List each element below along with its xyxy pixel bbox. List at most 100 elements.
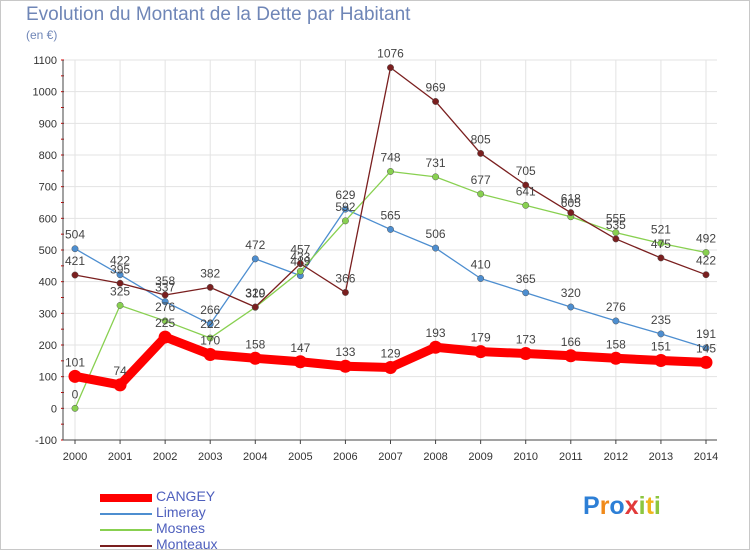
- data-label-cangey: 133: [335, 345, 355, 359]
- y-tick-label: 600: [39, 213, 57, 225]
- data-label-monteaux: 969: [426, 80, 446, 94]
- data-point-mosnes: [477, 190, 485, 198]
- logo-letter: t: [645, 492, 654, 520]
- data-point-limeray: [387, 225, 394, 233]
- data-point-cangey: [699, 355, 713, 369]
- data-label-cangey: 170: [200, 334, 220, 348]
- data-point-cangey: [293, 355, 307, 369]
- data-label-cangey: 101: [65, 355, 85, 369]
- data-label-limeray: 337: [155, 281, 175, 295]
- data-point-monteaux: [657, 254, 665, 262]
- data-label-cangey: 151: [651, 340, 671, 354]
- data-label-cangey: 158: [245, 337, 265, 351]
- data-label-monteaux: 421: [65, 254, 85, 268]
- data-label-monteaux: 366: [335, 271, 355, 285]
- data-label-limeray: 365: [516, 272, 536, 286]
- data-label-limeray: 266: [200, 303, 220, 317]
- data-label-cangey: 145: [696, 341, 716, 355]
- data-label-monteaux: 805: [471, 132, 491, 146]
- data-point-mosnes: [116, 301, 124, 309]
- data-label-limeray: 565: [380, 208, 400, 222]
- logo-letter: r: [599, 492, 610, 520]
- data-label-monteaux: 358: [155, 274, 175, 288]
- y-tick-label: 700: [39, 182, 57, 194]
- data-label-monteaux: 1076: [377, 47, 404, 61]
- data-label-monteaux: 705: [516, 164, 536, 178]
- data-label-mosnes: 276: [155, 300, 175, 314]
- data-label-mosnes: 521: [651, 222, 671, 236]
- data-label-limeray: 191: [696, 327, 716, 341]
- x-tick-label: 2002: [153, 451, 177, 463]
- y-tick-label: -100: [35, 435, 57, 447]
- legend-label: Mosnes: [156, 520, 206, 536]
- x-tick-label: 2001: [108, 451, 132, 463]
- data-point-limeray: [567, 303, 575, 311]
- data-label-monteaux: 457: [290, 243, 310, 257]
- data-label-cangey: 166: [561, 335, 581, 349]
- data-point-mosnes: [206, 334, 214, 342]
- data-point-monteaux: [567, 209, 575, 217]
- data-label-cangey: 179: [471, 331, 491, 345]
- legend-swatch: [100, 545, 152, 547]
- data-label-mosnes: 0: [72, 387, 79, 401]
- data-point-mosnes: [341, 217, 349, 225]
- data-label-monteaux: 320: [245, 286, 265, 300]
- logo-letter: i: [638, 492, 646, 520]
- data-point-cangey: [113, 378, 127, 392]
- data-point-mosnes: [522, 201, 530, 209]
- data-point-monteaux: [161, 291, 169, 299]
- grid: [63, 59, 717, 441]
- data-point-cangey: [248, 351, 262, 365]
- data-label-limeray: 472: [245, 238, 265, 252]
- data-label-cangey: 74: [113, 364, 127, 378]
- data-label-mosnes: 319: [245, 286, 265, 300]
- data-label-cangey: 129: [380, 346, 400, 360]
- x-tick-label: 2008: [423, 451, 447, 463]
- legend-swatch: [100, 529, 152, 531]
- series-lines: [68, 64, 713, 412]
- data-point-monteaux: [206, 283, 214, 291]
- data-label-cangey: 225: [155, 316, 175, 330]
- legend-swatch: [100, 494, 152, 502]
- data-label-limeray: 410: [471, 258, 491, 272]
- data-label-limeray: 235: [651, 313, 671, 327]
- chart-title: Evolution du Montant de la Dette par Hab…: [26, 4, 411, 25]
- data-label-mosnes: 641: [516, 184, 536, 198]
- y-tick-label: 500: [39, 245, 57, 257]
- data-label-limeray: 629: [335, 188, 355, 202]
- x-tick-label: 2009: [468, 451, 492, 463]
- data-point-monteaux: [702, 271, 710, 279]
- logo-letter: x: [624, 492, 639, 520]
- legend-label: Monteaux: [156, 536, 218, 552]
- data-label-limeray: 504: [65, 228, 85, 242]
- data-point-mosnes: [702, 249, 710, 256]
- x-tick-label: 2013: [649, 451, 673, 463]
- data-point-cangey: [654, 354, 668, 368]
- data-point-cangey: [474, 345, 488, 359]
- data-label-cangey: 147: [290, 341, 310, 355]
- x-tick-label: 2003: [198, 451, 222, 463]
- data-label-cangey: 173: [516, 333, 536, 347]
- data-point-mosnes: [296, 267, 304, 275]
- y-tick-label: 1100: [33, 55, 57, 67]
- data-label-mosnes: 605: [561, 196, 581, 210]
- data-point-monteaux: [522, 181, 530, 189]
- data-label-monteaux: 618: [561, 192, 581, 206]
- y-tick-label: 900: [39, 118, 57, 130]
- data-label-monteaux: 535: [606, 218, 626, 232]
- legend-swatch: [100, 513, 152, 515]
- logo-letter: i: [653, 492, 661, 520]
- data-point-limeray: [341, 205, 349, 213]
- data-point-monteaux: [116, 279, 124, 287]
- data-point-cangey: [564, 349, 578, 363]
- y-tick-label: 100: [39, 372, 57, 384]
- logo-letter: P: [583, 492, 600, 520]
- data-point-monteaux: [251, 303, 259, 311]
- x-tick-label: 2000: [63, 451, 87, 463]
- data-label-mosnes: 677: [471, 173, 491, 187]
- data-point-monteaux: [341, 288, 349, 296]
- data-point-limeray: [251, 255, 259, 263]
- data-point-monteaux: [296, 260, 304, 268]
- data-label-monteaux: 475: [651, 237, 671, 251]
- y-tick-label: 1000: [33, 87, 57, 99]
